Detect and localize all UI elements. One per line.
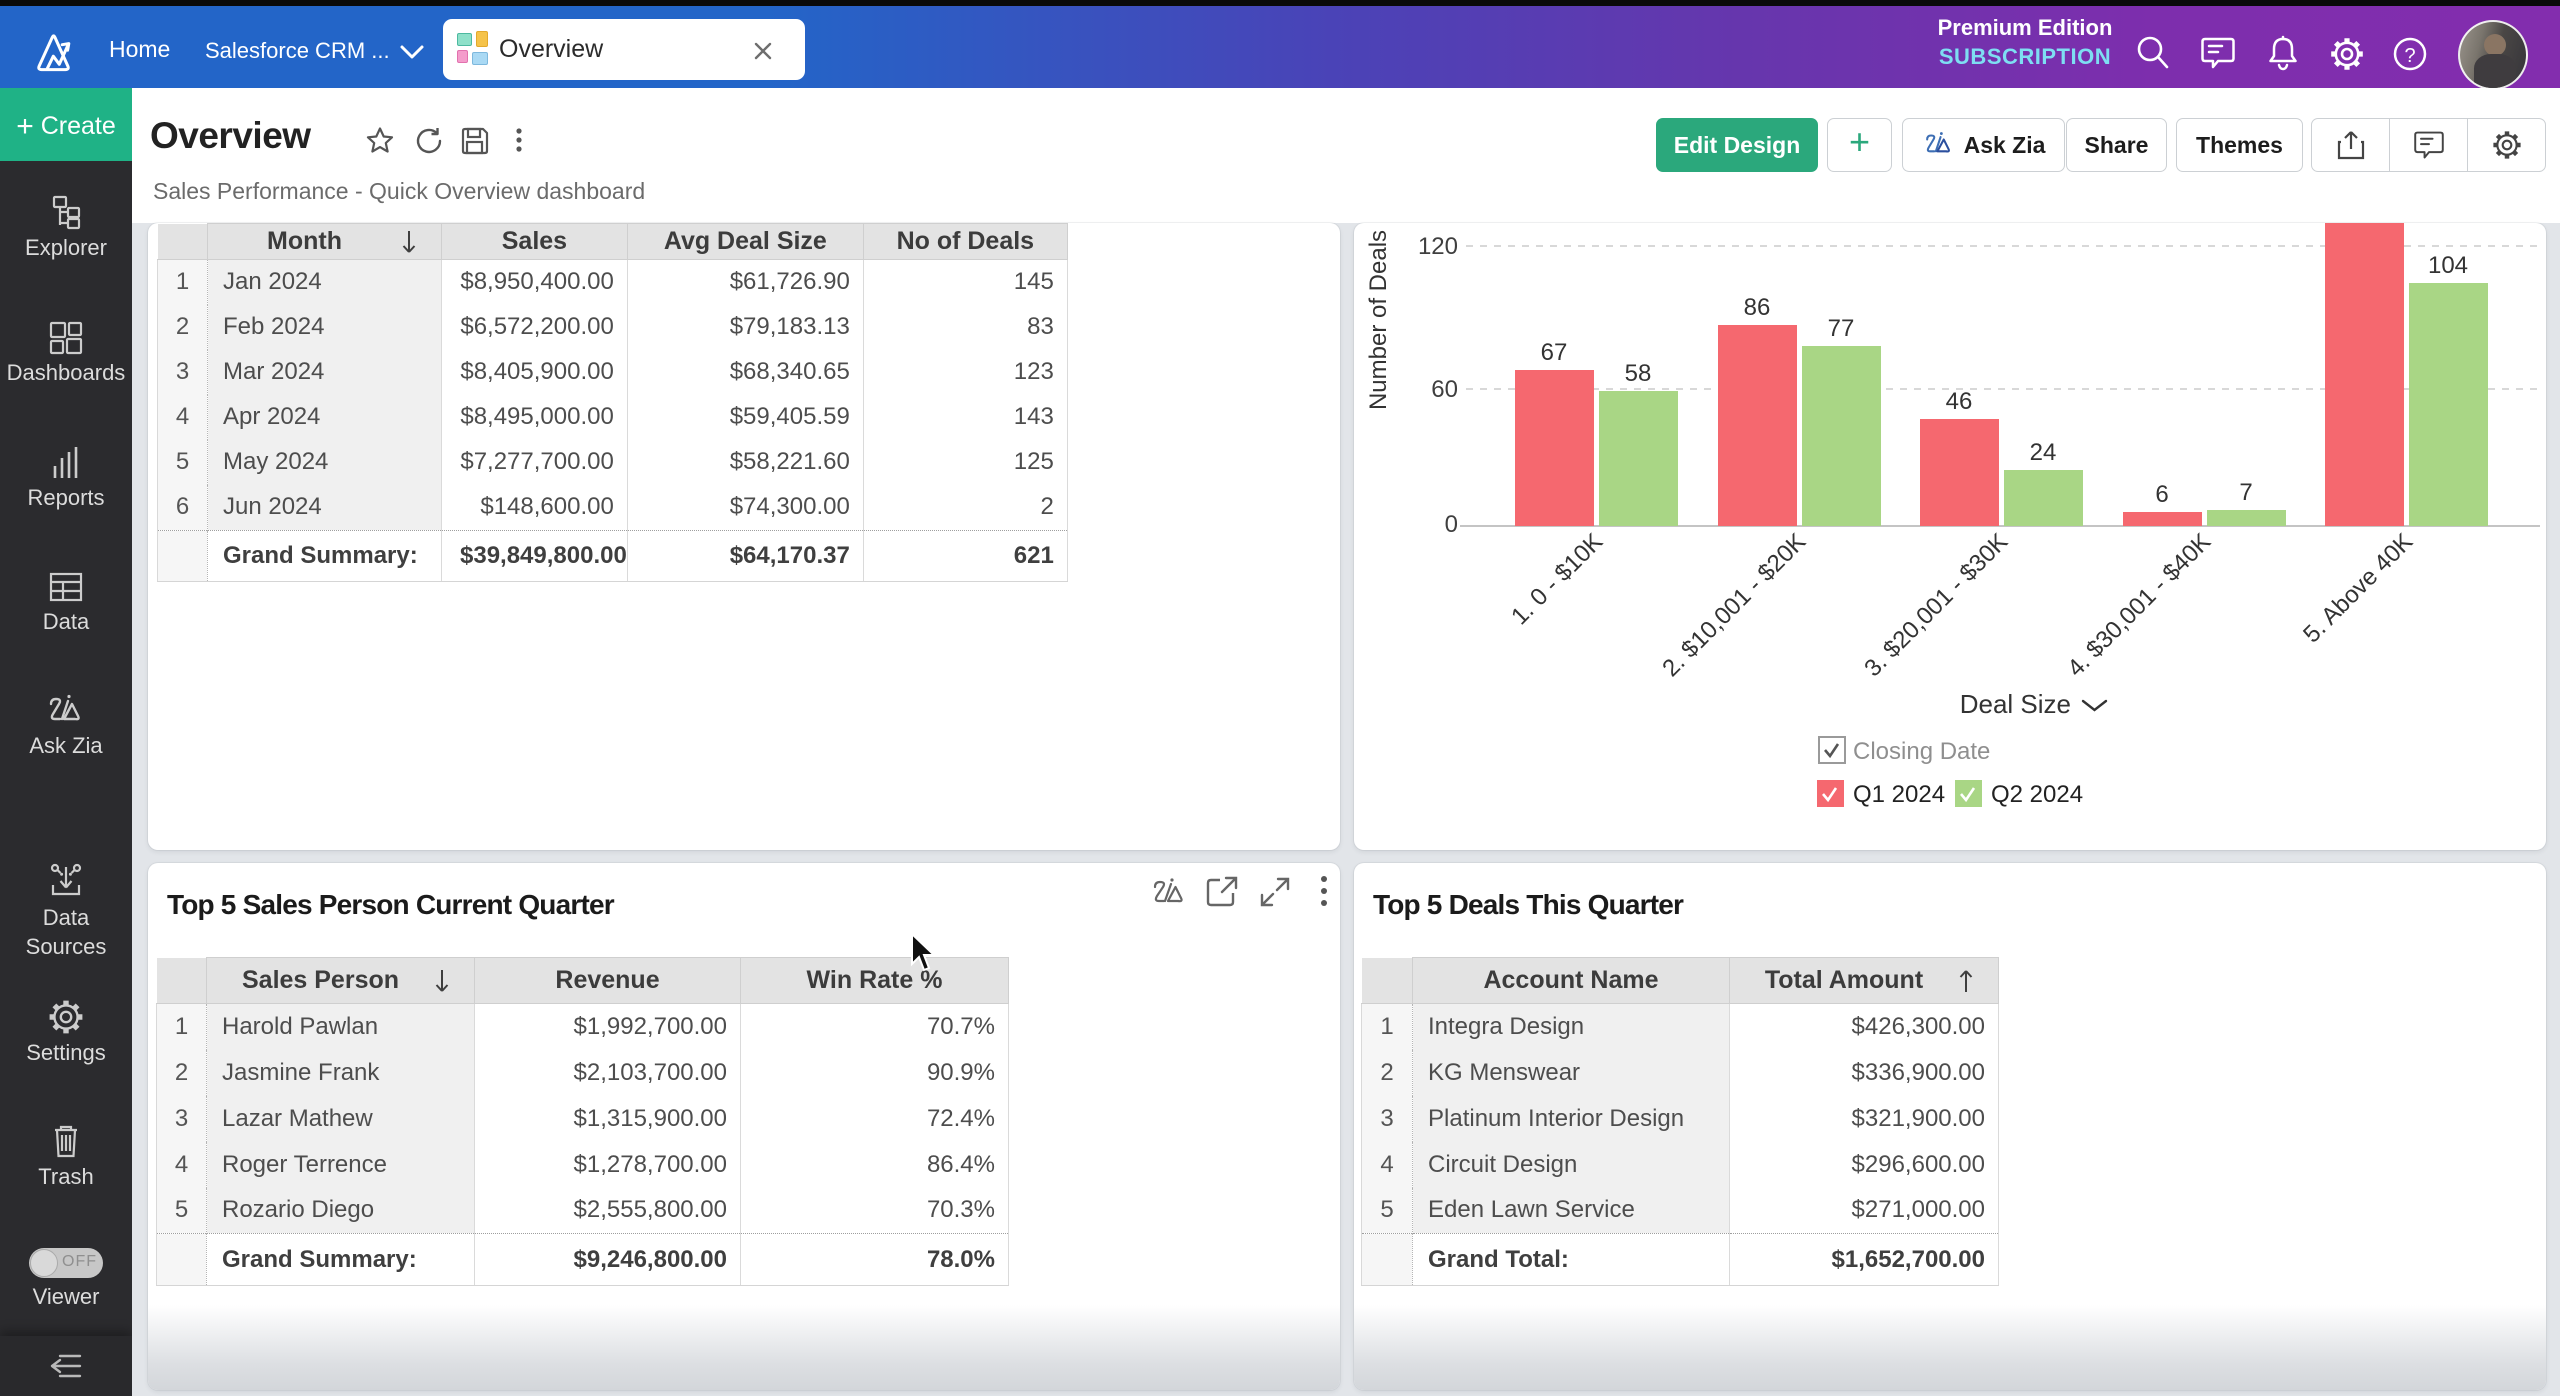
- svg-text:?: ?: [2404, 45, 2415, 67]
- svg-text:58: 58: [1625, 360, 1652, 387]
- svg-text:46: 46: [1946, 388, 1973, 415]
- svg-text:Q1 2024: Q1 2024: [1853, 781, 1945, 808]
- svg-text:67: 67: [1541, 339, 1568, 366]
- svg-text:Deal Size: Deal Size: [1960, 689, 2071, 719]
- svg-text:Closing Date: Closing Date: [1853, 738, 1990, 765]
- svg-text:2. $10,001 - $20K: 2. $10,001 - $20K: [1657, 528, 1811, 682]
- svg-text:24: 24: [2030, 439, 2057, 466]
- svg-text:60: 60: [1431, 376, 1458, 403]
- svg-text:77: 77: [1828, 315, 1855, 342]
- svg-text:6: 6: [2155, 481, 2168, 508]
- svg-text:3. $20,001 - $30K: 3. $20,001 - $30K: [1859, 528, 2013, 682]
- svg-text:1. 0 - $10K: 1. 0 - $10K: [1506, 528, 1608, 630]
- svg-text:Q2 2024: Q2 2024: [1991, 781, 2083, 808]
- svg-text:4. $30,001 - $40K: 4. $30,001 - $40K: [2062, 528, 2216, 682]
- svg-text:0: 0: [1445, 511, 1458, 538]
- svg-text:Number of Deals: Number of Deals: [1365, 230, 1392, 410]
- svg-text:5. Above 40K: 5. Above 40K: [2298, 528, 2418, 648]
- svg-text:7: 7: [2239, 479, 2252, 506]
- svg-text:104: 104: [2428, 252, 2468, 279]
- svg-text:120: 120: [1418, 233, 1458, 260]
- svg-text:86: 86: [1744, 294, 1771, 321]
